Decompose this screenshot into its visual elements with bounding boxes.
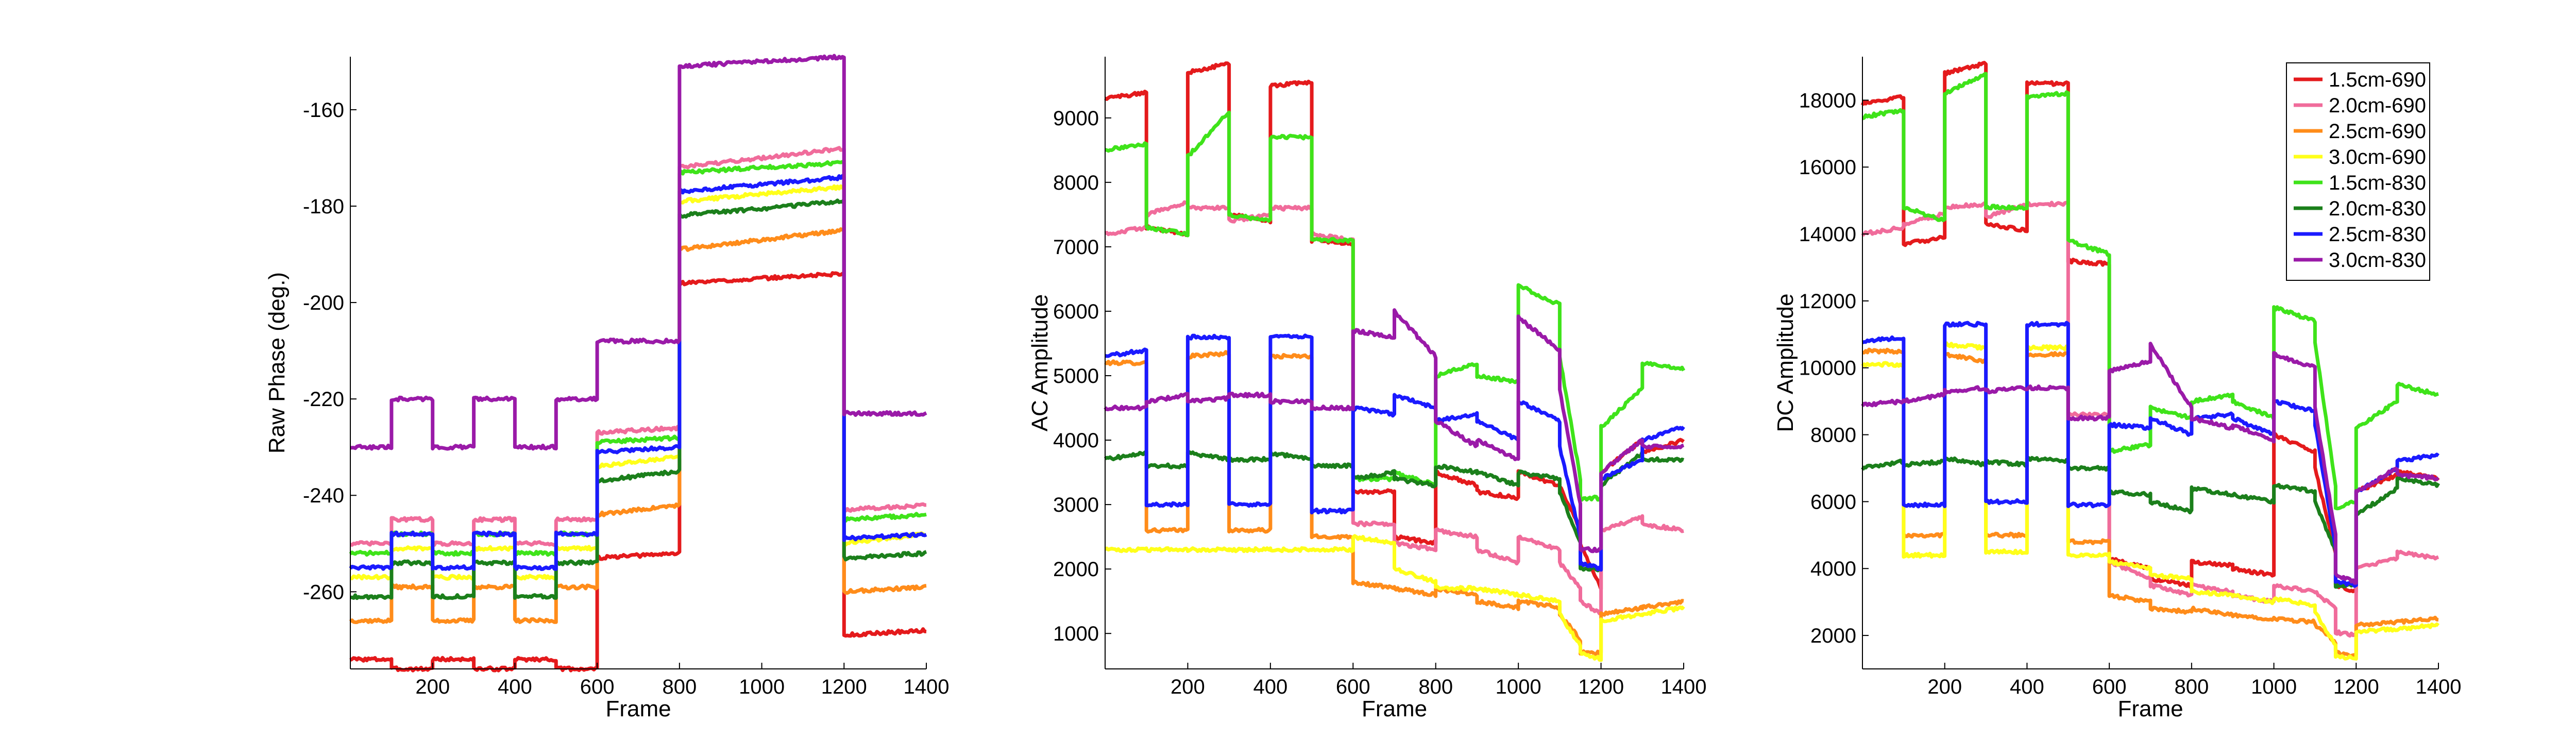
y-tick-label: 8000 — [1053, 172, 1099, 194]
y-tick-label: 9000 — [1053, 107, 1099, 130]
y-tick-label: -200 — [303, 292, 344, 314]
ac-amplitude-panel: 200 400 600 800 1000 1200 1400 1000 2000 3000 4000… — [1027, 57, 1706, 721]
x-tick-label: 1200 — [2333, 676, 2379, 698]
y-tick-label: -260 — [303, 581, 344, 603]
x-tick-label: 600 — [580, 676, 615, 698]
series-line-3.0cm-830 — [350, 54, 927, 451]
x-tick-label: 200 — [1927, 676, 1962, 698]
legend-label: 2.0cm-690 — [2329, 94, 2426, 117]
dc-amplitude-panel: 200 400 600 800 1000 1200 1400 2000 4000 6000 8000… — [1773, 57, 2461, 721]
series-group — [1104, 61, 1686, 662]
series-line-1.5cm-830 — [349, 160, 927, 557]
legend-label: 1.5cm-830 — [2329, 172, 2426, 194]
series-line-3.0cm-690 — [1104, 534, 1685, 662]
y-tick-label: 18000 — [1799, 89, 1856, 112]
x-tick-label: 1400 — [1661, 676, 1707, 698]
legend: 1.5cm-690 2.0cm-690 2.5cm-690 3.0cm-690 1.5c… — [2286, 62, 2430, 281]
x-tick-label: 400 — [498, 676, 532, 698]
x-tick-label: 1400 — [2416, 676, 2462, 698]
y-tick-label: 14000 — [1799, 223, 1856, 246]
series-line-3.0cm-830 — [1861, 342, 2439, 585]
series-line-2.5cm-830 — [1861, 321, 2440, 588]
x-tick-label: 800 — [2174, 676, 2209, 698]
x-tick-label: 1200 — [1578, 676, 1624, 698]
series-group — [1860, 61, 2441, 661]
y-axis-title: Raw Phase (deg.) — [264, 272, 290, 453]
x-tick-label: 800 — [1418, 676, 1453, 698]
x-tick-label: 400 — [1253, 676, 1287, 698]
x-tick-label: 1000 — [2251, 676, 2297, 698]
y-tick-label: 2000 — [1053, 558, 1099, 581]
phase-panel: 200 400 600 800 1000 1200 1400 -260 -240 -220 -200… — [264, 54, 950, 721]
y-tick-label: 8000 — [1810, 424, 1856, 447]
series-line-2.5cm-690 — [349, 227, 927, 624]
x-tick-label: 200 — [1171, 676, 1205, 698]
y-tick-label: -240 — [303, 484, 344, 507]
y-axis-title: AC Amplitude — [1027, 294, 1053, 432]
series-line-2.5cm-830 — [349, 174, 927, 571]
y-tick-label: 12000 — [1799, 290, 1856, 313]
series-line-2.5cm-830 — [1105, 333, 1685, 572]
y-tick-label: 6000 — [1810, 491, 1856, 513]
legend-label: 3.0cm-830 — [2329, 249, 2426, 272]
y-tick-label: 1000 — [1053, 623, 1099, 645]
legend-label: 3.0cm-690 — [2329, 146, 2426, 169]
y-tick-label: 10000 — [1799, 357, 1856, 380]
x-tick-label: 400 — [2010, 676, 2044, 698]
x-tick-label: 200 — [415, 676, 450, 698]
series-line-2.5cm-690 — [1104, 350, 1684, 656]
legend-label: 2.0cm-830 — [2329, 197, 2426, 220]
series-line-2.0cm-690 — [349, 146, 927, 547]
y-tick-label: -160 — [303, 99, 344, 122]
series-line-1.5cm-830 — [1861, 72, 2439, 511]
x-tick-label: 1200 — [821, 676, 867, 698]
series-line-3.0cm-830 — [1104, 308, 1685, 553]
series-line-2.0cm-690 — [1861, 200, 2439, 639]
y-tick-label: 6000 — [1053, 300, 1099, 323]
x-tick-label: 1000 — [1496, 676, 1541, 698]
y-tick-label: -220 — [303, 388, 344, 411]
series-group — [349, 54, 927, 673]
y-tick-label: 2000 — [1810, 625, 1856, 647]
x-tick-label: 800 — [662, 676, 697, 698]
legend-box — [2286, 62, 2430, 281]
legend-label: 1.5cm-690 — [2329, 69, 2426, 91]
legend-label: 2.5cm-830 — [2329, 223, 2426, 246]
series-line-3.0cm-690 — [350, 184, 927, 581]
y-axis-title: DC Amplitude — [1773, 293, 1798, 432]
x-axis-title: Frame — [605, 696, 671, 721]
y-tick-label: 5000 — [1053, 365, 1099, 388]
y-tick-label: 4000 — [1810, 558, 1856, 580]
series-line-1.5cm-830 — [1104, 110, 1686, 502]
series-line-3.0cm-690 — [1861, 341, 2440, 661]
series-line-2.0cm-830 — [350, 198, 927, 600]
x-axis-title: Frame — [1362, 696, 1427, 721]
x-tick-label: 1400 — [904, 676, 950, 698]
y-tick-label: 16000 — [1799, 156, 1856, 179]
x-tick-label: 600 — [2092, 676, 2127, 698]
x-axis-title: Frame — [2117, 696, 2183, 721]
y-tick-label: -180 — [303, 195, 344, 218]
y-tick-label: 7000 — [1053, 236, 1099, 259]
series-line-1.5cm-690 — [349, 271, 927, 673]
x-tick-label: 600 — [1336, 676, 1370, 698]
legend-label: 2.5cm-690 — [2329, 120, 2426, 143]
x-tick-label: 1000 — [739, 676, 785, 698]
series-line-2.0cm-830 — [1104, 449, 1685, 573]
y-tick-label: 3000 — [1053, 494, 1099, 516]
y-tick-label: 4000 — [1053, 429, 1099, 452]
